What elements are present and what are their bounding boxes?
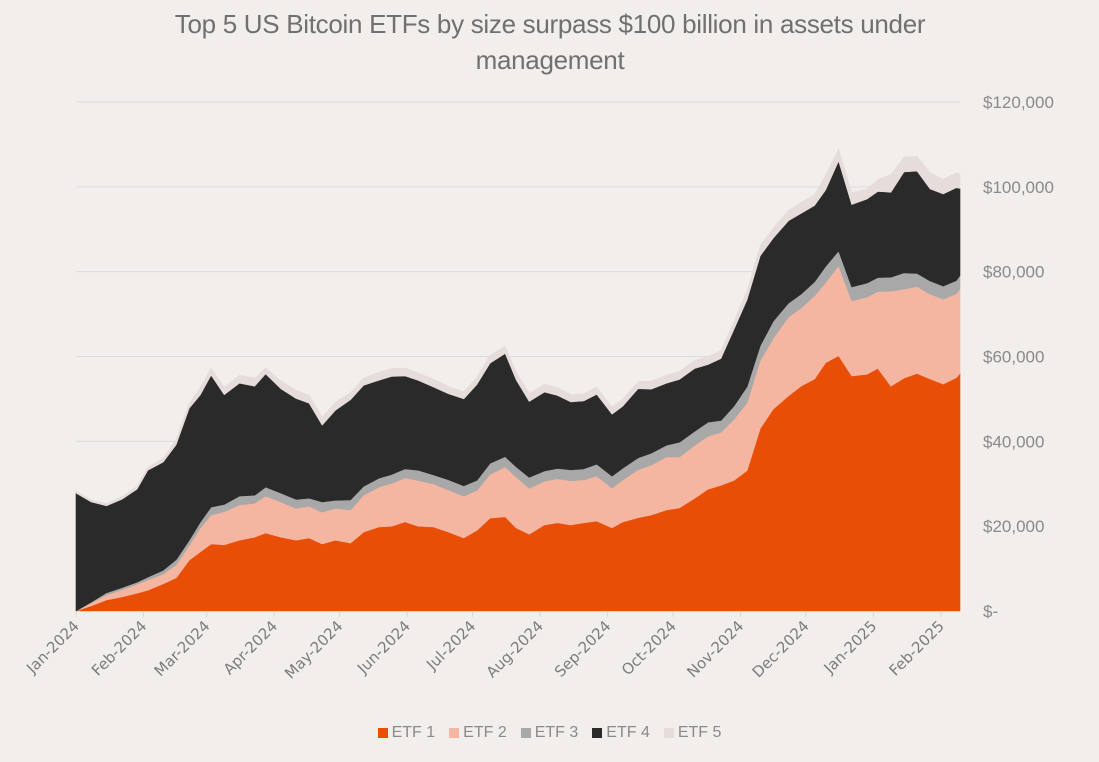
y-tick-label: $40,000 xyxy=(983,432,1044,451)
x-tick-label: Aug-2024 xyxy=(483,617,547,681)
y-tick-label: $60,000 xyxy=(983,348,1044,367)
legend-item-etf-4[interactable]: ETF 4 xyxy=(592,724,650,742)
legend-label: ETF 3 xyxy=(534,724,579,741)
x-tick-label: Jul-2024 xyxy=(422,617,479,674)
x-tick-label: Apr-2024 xyxy=(220,617,281,678)
legend: ETF 1 ETF 2 ETF 3 ETF 4 ETF 5 xyxy=(0,724,1099,742)
y-tick-label: $120,000 xyxy=(983,93,1054,112)
x-tick-label: Sep-2024 xyxy=(551,617,615,681)
y-tick-label: $20,000 xyxy=(983,517,1044,536)
x-tick-label: Dec-2024 xyxy=(749,617,813,681)
y-axis: $- $20,000 $40,000 $60,000 $80,000 $100,000 $1… xyxy=(983,93,1054,621)
x-tick-label: Jan-2025 xyxy=(820,617,881,678)
x-tick-label: Jun-2024 xyxy=(353,617,414,678)
y-tick-label: $100,000 xyxy=(983,178,1054,197)
x-tick-label: Feb-2024 xyxy=(88,617,150,679)
legend-swatch xyxy=(520,728,531,738)
y-tick-label: $- xyxy=(983,602,998,621)
x-axis: Jan-2024 Feb-2024 Mar-2024 Apr-2024 May-2024… xyxy=(22,611,960,682)
x-tick-label: May-2024 xyxy=(281,617,346,682)
legend-item-etf-5[interactable]: ETF 5 xyxy=(663,724,722,742)
area-layers xyxy=(75,148,961,612)
legend-swatch xyxy=(592,728,603,738)
legend-swatch xyxy=(377,728,388,738)
legend-label: ETF 5 xyxy=(677,724,722,741)
y-tick-label: $80,000 xyxy=(983,263,1044,282)
x-tick-label: Nov-2024 xyxy=(683,617,747,681)
legend-item-etf-1[interactable]: ETF 1 xyxy=(377,724,436,742)
legend-swatch xyxy=(449,728,460,738)
legend-label: ETF 1 xyxy=(391,724,436,741)
legend-swatch xyxy=(663,728,674,738)
x-tick-label: Feb-2025 xyxy=(885,617,947,679)
legend-label: ETF 4 xyxy=(606,724,650,741)
legend-label: ETF 2 xyxy=(463,724,507,741)
chart-title: Top 5 US Bitcoin ETFs by size surpass $1… xyxy=(174,9,926,75)
x-tick-label: Jan-2024 xyxy=(22,617,83,678)
legend-item-etf-2[interactable]: ETF 2 xyxy=(449,724,507,742)
area-etf-5 xyxy=(75,148,961,507)
x-tick-label: Mar-2024 xyxy=(151,617,214,680)
x-tick-label: Oct-2024 xyxy=(618,617,680,679)
legend-item-etf-3[interactable]: ETF 3 xyxy=(520,724,579,742)
